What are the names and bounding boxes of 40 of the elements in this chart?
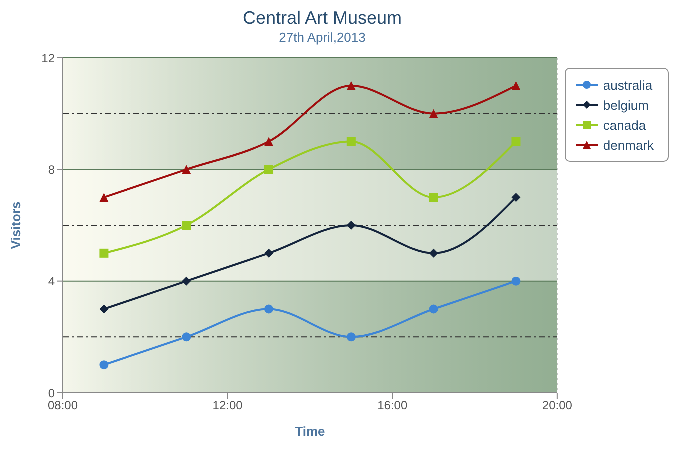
y-tick-label: 0 [48,386,56,400]
point [264,165,274,174]
x-tick-label: 12:00 [212,398,244,413]
point [429,304,438,314]
point [100,360,109,370]
point [182,332,192,342]
x-tick-label: 08:00 [48,398,78,413]
point [429,193,438,202]
point [182,221,192,230]
point [346,332,356,342]
point [264,248,274,258]
legend-label: canada [602,116,648,134]
y-tick-label: 4 [48,274,56,289]
legend-label: australia [602,76,654,94]
point [346,81,356,90]
chart-title: Central Art Museum [242,8,404,30]
x-tick-label: 16:00 [378,398,408,413]
point [182,165,192,174]
y-axis-title: Visitors [8,202,24,250]
y-tick-label: 8 [48,162,56,177]
x-tick-label: 20:00 [542,398,573,413]
point [264,304,274,314]
legend-label: belgium [602,96,650,115]
point [346,137,356,146]
point [512,137,521,146]
y-tick-label: 12 [42,51,56,66]
chart-subtitle: 27th April,2013 [278,30,367,47]
point [182,276,192,286]
point [512,276,521,286]
x-axis-title: Time [295,424,326,439]
point [429,109,438,118]
legend-label: denmark [602,136,654,154]
point [512,193,521,202]
point [100,248,109,258]
point [100,304,109,314]
point [429,248,438,258]
point [346,221,356,230]
point [512,81,521,90]
point [264,137,274,146]
point [100,193,109,202]
